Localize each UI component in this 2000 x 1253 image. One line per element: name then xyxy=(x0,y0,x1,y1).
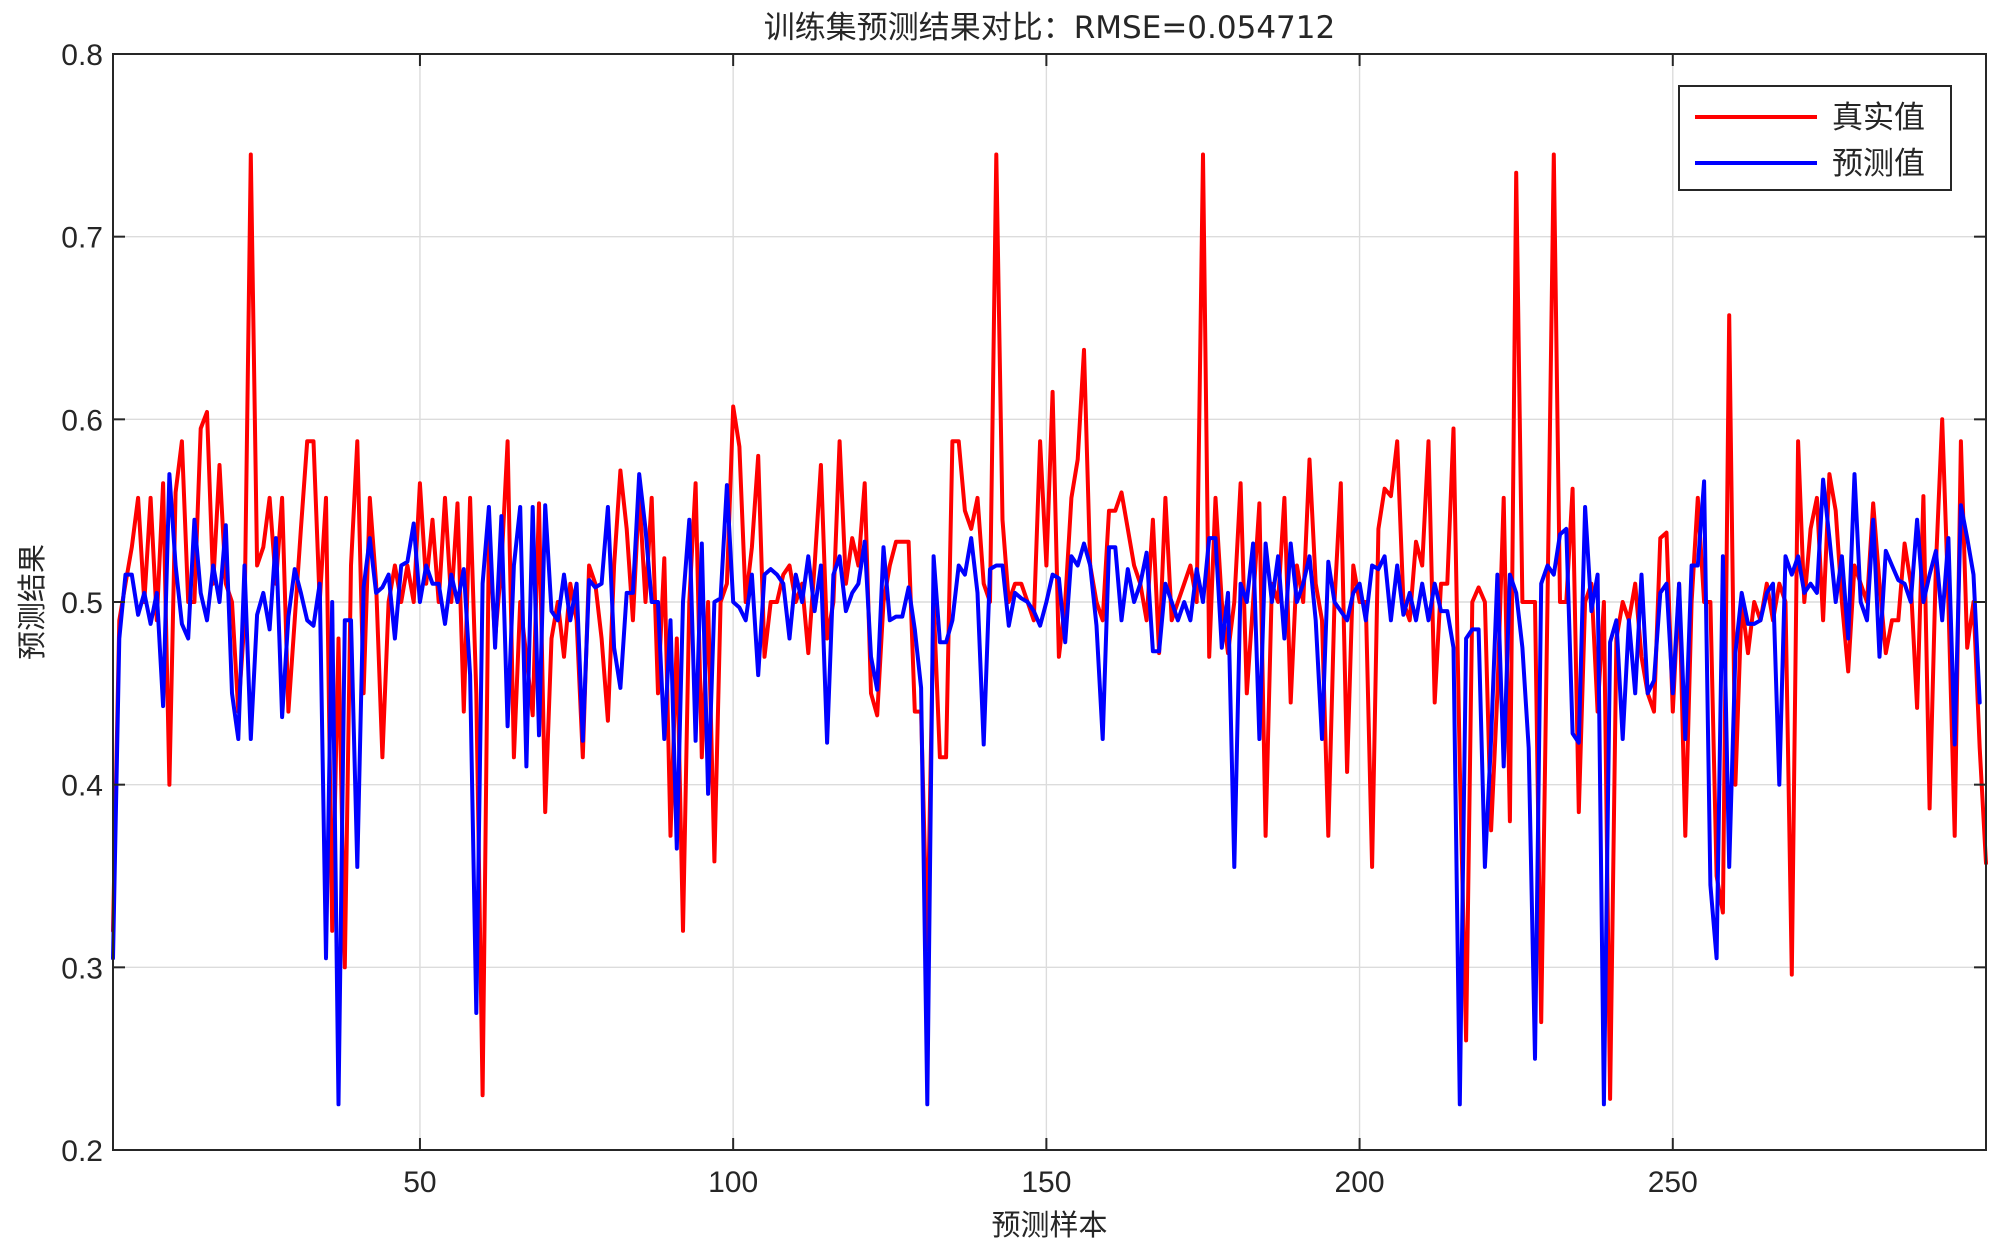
y-tick-label: 0.8 xyxy=(61,39,103,72)
y-tick-label: 0.3 xyxy=(61,952,103,985)
series-layer xyxy=(111,152,1988,1107)
x-tick-label: 150 xyxy=(1021,1166,1071,1199)
y-tick-label: 0.4 xyxy=(61,770,103,803)
y-tick-label: 0.2 xyxy=(61,1135,103,1168)
chart-title: 训练集预测结果对比：RMSE=0.054712 xyxy=(764,10,1335,46)
x-tick-label: 200 xyxy=(1335,1166,1385,1199)
y-axis-label: 预测结果 xyxy=(15,544,49,660)
legend-label-predicted: 预测值 xyxy=(1832,146,1925,182)
x-tick-label: 100 xyxy=(708,1166,758,1199)
gridlines xyxy=(113,54,1986,1150)
x-tick-label: 50 xyxy=(403,1166,436,1199)
legend-box xyxy=(1678,85,1952,191)
legend: 真实值 预测值 xyxy=(1678,85,1952,191)
series-line-predicted xyxy=(111,472,1982,1107)
y-tick-label: 0.5 xyxy=(61,587,103,620)
legend-label-actual: 真实值 xyxy=(1832,100,1925,136)
axis-ticks: 50 100 150 200 250 0.2 0.3 0.4 0.5 0.6 0.7 0.8 xyxy=(61,39,1986,1199)
y-tick-label: 0.7 xyxy=(61,222,103,255)
x-axis-label: 预测样本 xyxy=(991,1208,1107,1242)
x-tick-label: 250 xyxy=(1648,1166,1698,1199)
y-tick-label: 0.6 xyxy=(61,404,103,437)
